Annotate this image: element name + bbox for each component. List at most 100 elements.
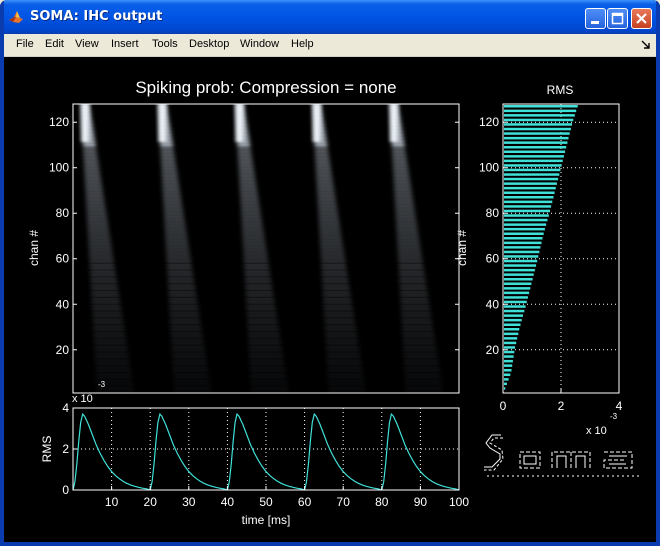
dock-arrow-icon[interactable]: [640, 39, 652, 51]
rms-channel-bar: [504, 123, 572, 126]
rms-channel-bar: [504, 132, 570, 135]
rms-channel-ytick-label: 100: [479, 161, 499, 175]
rms-channel-title: RMS: [547, 83, 574, 97]
rms-channel-bar: [504, 337, 518, 340]
rms-channel-bar: [504, 282, 532, 285]
window-title: SOMA: IHC output: [30, 9, 163, 24]
close-button[interactable]: [631, 8, 652, 29]
rms-channel-bar: [504, 196, 554, 199]
rms-time-xtick-label: 40: [221, 495, 235, 509]
rms-channel-bar: [504, 164, 562, 167]
rms-time-grid: [73, 408, 459, 490]
heatmap-title: Spiking prob: Compression = none: [135, 78, 396, 97]
rms-channel-bar: [504, 300, 527, 304]
rms-channel-bar: [504, 182, 557, 185]
rms-channel-bar: [504, 346, 516, 349]
heatmap-burst-core-3: [313, 104, 321, 142]
heatmap-image: [73, 104, 459, 393]
rms-channel-xtick-label: 4: [616, 399, 623, 413]
rms-channel-bar: [504, 296, 528, 299]
menu-window[interactable]: Window: [240, 38, 280, 50]
heatmap-burst-core-1: [158, 104, 166, 142]
rms-channel-exponent: x 10: [586, 425, 607, 437]
rms-channel-bar: [504, 141, 568, 144]
rms-channel-bar: [504, 232, 544, 235]
rms-channel-bar: [504, 114, 575, 117]
rms-channel-bar: [504, 287, 531, 290]
rms-channel-ytick-label: 120: [479, 115, 499, 129]
rms-channel-bar: [504, 268, 535, 272]
rms-channel-bar: [504, 200, 553, 204]
heatmap-burst-core-0: [81, 104, 89, 142]
rms-channel-ytick-label: 80: [486, 206, 500, 220]
rms-channel-bars: [504, 105, 578, 390]
rms-channel-bar: [504, 109, 577, 113]
rms-channel-bar: [504, 278, 533, 281]
rms-channel-bar: [504, 155, 564, 158]
rms-channel-bar: [504, 387, 506, 390]
heatmap-ytick-label: 80: [56, 206, 70, 220]
matlab-logo-icon: [9, 11, 23, 23]
rms-channel-bar: [504, 273, 534, 276]
rms-channel-bar: [504, 328, 520, 331]
rms-channel-bar: [504, 341, 517, 345]
rms-channel-bar: [504, 359, 513, 363]
rms-time-ytick-label: 0: [62, 483, 69, 497]
minimize-icon: [591, 21, 599, 24]
menu-tools[interactable]: Tools: [152, 38, 178, 50]
heatmap-y-ticks: 20 40 60 80 100 120: [49, 115, 459, 357]
rms-channel-bar: [504, 237, 543, 240]
rms-channel-bar: [504, 159, 563, 163]
rms-channel-bar: [504, 259, 538, 263]
rms-channel-bar: [504, 209, 550, 213]
rms-channel-ticks: 0 2 4 20 40 60 80 100 120: [479, 115, 623, 413]
heatmap-ytick-label: 60: [56, 252, 70, 266]
window-border-bottom: [0, 542, 660, 546]
rms-channel-bar: [504, 118, 574, 122]
rms-channel-bar: [504, 186, 556, 190]
title-bar[interactable]: SOMA: IHC output: [0, 0, 660, 34]
menu-edit[interactable]: Edit: [45, 38, 64, 50]
rms-time-xtick-label: 10: [105, 495, 119, 509]
menu-insert[interactable]: Insert: [111, 38, 139, 50]
maximize-button[interactable]: [607, 8, 628, 29]
menu-help[interactable]: Help: [291, 38, 314, 50]
rms-channel-bar: [504, 373, 511, 376]
rms-channel-bar: [504, 314, 523, 317]
heatmap-axes: 20 40 60 80 100 120 Spiking prob: Compression…: [27, 78, 460, 394]
rms-time-trace: [72, 412, 460, 491]
rms-channel-bar: [504, 250, 540, 254]
close-icon: [636, 13, 647, 24]
rms-time-xtick-label: 30: [182, 495, 196, 509]
rms-time-xtick-label: 100: [449, 495, 469, 509]
rms-time-axes: 10 20 30 40 50 60 70 80 90 100 0 2 4 x 10 -3 time [m…: [40, 380, 469, 527]
rms-channel-xtick-label: 0: [500, 399, 507, 413]
heatmap-ytick-label: 120: [49, 115, 69, 129]
rms-channel-bar: [504, 218, 548, 222]
heatmap-ytick-label: 40: [56, 297, 70, 311]
rms-channel-bar: [504, 332, 519, 336]
rms-channel-ytick-label: 60: [486, 252, 500, 266]
window-border-right: [656, 0, 660, 546]
rms-channel-bar: [504, 364, 513, 367]
rms-time-xtick-label: 80: [375, 495, 389, 509]
menu-view[interactable]: View: [75, 38, 99, 50]
rms-time-xtick-label: 50: [259, 495, 273, 509]
rms-channel-bar: [504, 177, 559, 181]
menu-bar: File Edit View Insert Tools Desktop Wind…: [4, 34, 656, 57]
rms-channel-ytick-label: 40: [486, 297, 500, 311]
menu-desktop[interactable]: Desktop: [189, 38, 230, 50]
heatmap-ytick-label: 20: [56, 343, 70, 357]
rms-time-xtick-label: 60: [298, 495, 312, 509]
rms-channel-ylabel: chan #: [455, 230, 469, 266]
heatmap-ylabel: chan #: [27, 230, 41, 266]
rms-channel-bar: [504, 127, 571, 131]
figure-canvas: 20 40 60 80 100 120 Spiking prob: Compression…: [4, 57, 656, 542]
menu-file[interactable]: File: [16, 38, 34, 50]
rms-time-exponent-power: -3: [98, 380, 106, 389]
rms-channel-bar: [504, 378, 509, 381]
heatmap-ytick-label: 100: [49, 161, 69, 175]
minimize-button[interactable]: [585, 8, 606, 29]
